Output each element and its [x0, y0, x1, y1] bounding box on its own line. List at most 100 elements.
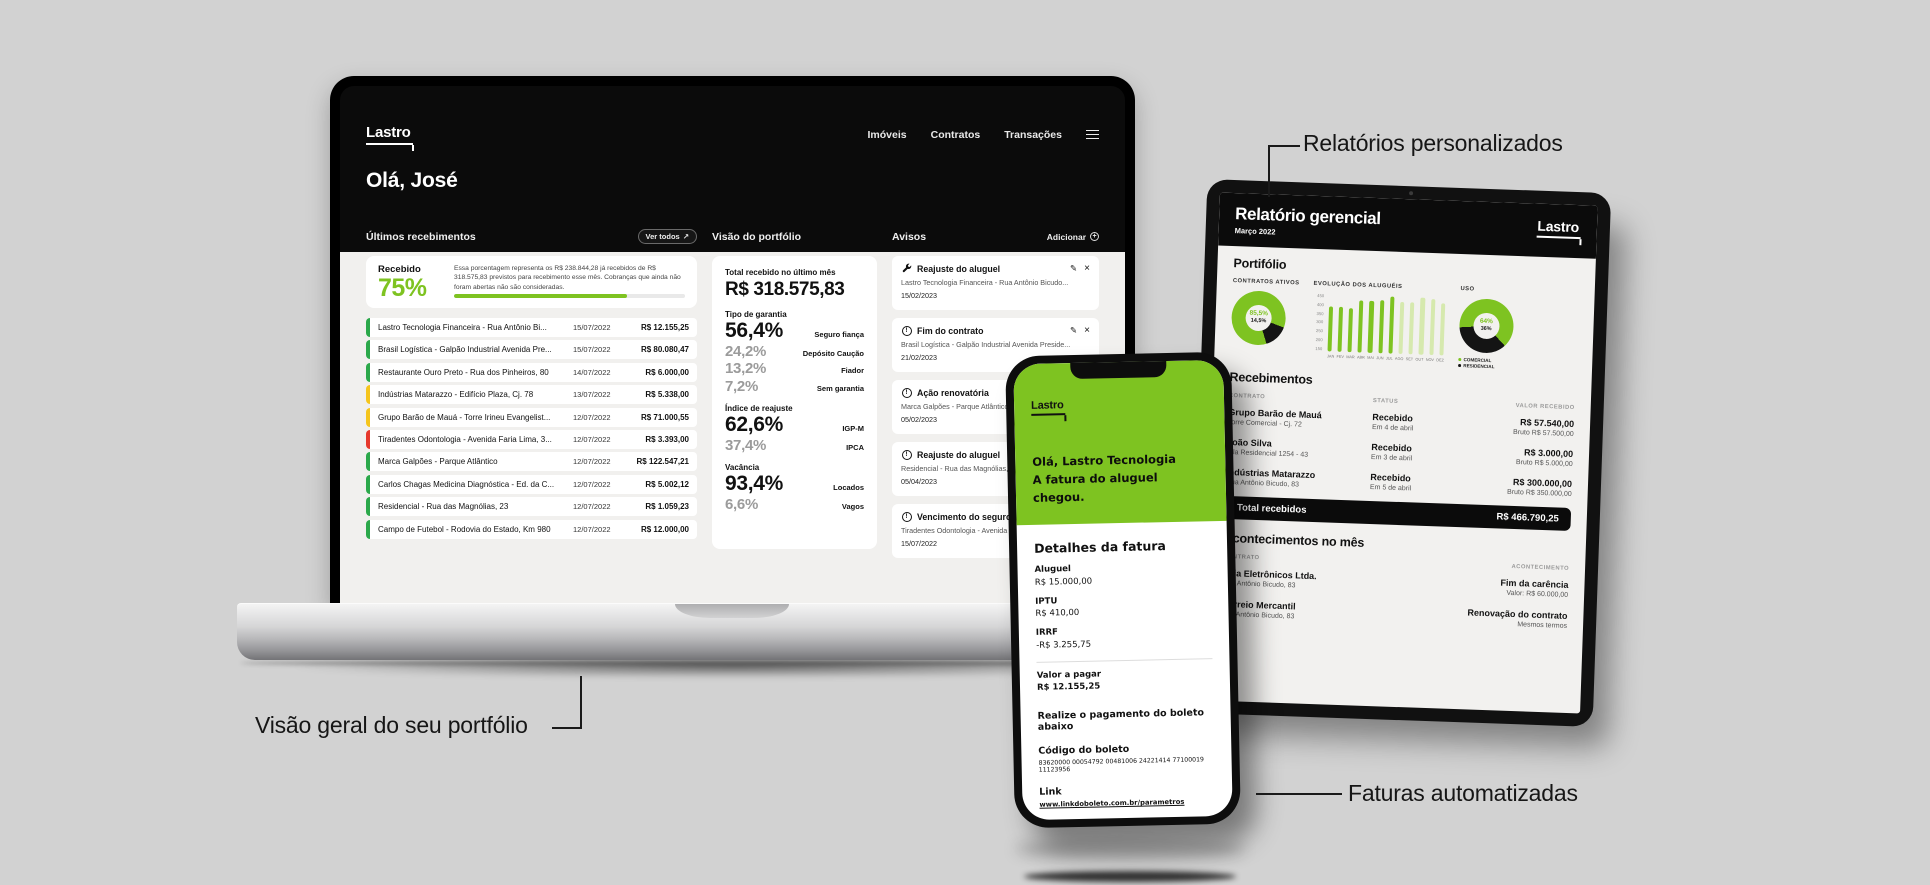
callout-portfolio: Visão geral do seu portfólio: [255, 712, 528, 738]
alert-icon: [901, 387, 912, 398]
event-name: Fim da carência: [1500, 577, 1569, 591]
receipt-row[interactable]: Indústrias Matarazzo - Edifício Plaza, C…: [366, 385, 697, 405]
alert-title: Reajuste do aluguel: [917, 263, 1001, 274]
portfolio-metric: 24,2% Depósito Caução: [725, 343, 864, 360]
total-received-label: Total recebido no último mês: [725, 268, 836, 277]
invoice-items: Aluguel R$ 15.000,00 IPTU R$ 410,00 IRRF -R$ …: [1034, 562, 1214, 694]
cell-status: Recebido Em 3 de abril: [1371, 442, 1463, 464]
status-bar: [366, 452, 370, 472]
edit-icon[interactable]: [1070, 263, 1077, 274]
x-tick-label: DEZ: [1436, 358, 1444, 363]
receipt-row[interactable]: Tiradentes Odontologia - Avenida Faria L…: [366, 429, 697, 449]
alert-subtitle: Marca Galpões - Parque Atlântico: [901, 401, 1009, 411]
alert-subtitle: Residencial - Rua das Magnólias, 23: [901, 463, 1019, 473]
alert-icon: [901, 449, 912, 460]
callout-line: [1268, 145, 1300, 147]
active-contracts-panel: CONTRATOS ATIVOS 85,5% 14,5%: [1230, 278, 1300, 346]
x-tick-label: OUT: [1415, 357, 1424, 362]
portfolio-section: Tipo de garantia 56,4% Seguro fiança 24,2% D…: [725, 310, 864, 395]
alerts-title: Avisos: [892, 230, 927, 243]
bar: [1337, 306, 1344, 352]
x-tick-label: SET: [1405, 356, 1414, 362]
close-icon[interactable]: [1084, 263, 1090, 274]
received-label: Recebido: [378, 264, 421, 275]
x-tick-label: JAN: [1326, 354, 1335, 359]
status-value: Recebido: [1370, 471, 1411, 484]
total-label: Total recebidos: [1236, 502, 1307, 517]
edit-icon[interactable]: [1070, 325, 1077, 336]
portfolio-metric: 7,2% Sem garantia: [725, 378, 864, 395]
receipt-row[interactable]: Marca Galpões - Parque Atlântico 12/07/20…: [366, 452, 697, 472]
greeting: Olá, José: [366, 169, 458, 192]
laptop-shadow-line: [240, 660, 1255, 666]
alert-subtitle: Lastro Tecnologia Financeira - Rua Antôn…: [901, 277, 1069, 287]
status-value: Recebido: [1372, 411, 1414, 424]
view-all-button[interactable]: Ver todos ↗: [637, 229, 697, 244]
receipt-row[interactable]: Residencial - Rua das Magnólias, 23 12/07…: [366, 497, 697, 517]
phone-shadow: [1015, 838, 1245, 860]
callout-reports: Relatórios personalizados: [1303, 130, 1563, 156]
alert-title: Fim do contrato: [917, 325, 984, 336]
report-subtitle: Março 2022: [1234, 225, 1276, 237]
lastro-logo: Lastro: [1537, 217, 1582, 240]
alert-icon: [901, 325, 912, 336]
receipt-value: R$ 6.000,00: [645, 367, 689, 377]
portfolio-title: Visão do portfólio: [712, 230, 802, 243]
receipt-row[interactable]: Brasil Logística - Galpão Industrial Ave…: [366, 340, 697, 360]
metric-label: IGP-M: [842, 423, 864, 433]
y-tick-label: 450: [1317, 292, 1325, 299]
status-value: Recebido: [1371, 441, 1413, 454]
portfolio-section-label: Tipo de garantia: [725, 310, 787, 319]
nav-item[interactable]: Transações: [1004, 128, 1062, 141]
metric-label: Fiador: [841, 366, 864, 376]
receipt-row[interactable]: Restaurante Ouro Preto - Rua dos Pinheir…: [366, 362, 697, 382]
menu-icon[interactable]: [1086, 129, 1099, 140]
receipt-value: R$ 71.000,55: [640, 412, 689, 422]
receipt-date: 15/07/2022: [573, 323, 611, 332]
alert-date: 21/02/2023: [901, 353, 937, 362]
receipt-date: 14/07/2022: [573, 367, 611, 377]
invoice-item-label: IRRF: [1035, 627, 1059, 639]
receipt-value: R$ 5.002,12: [645, 479, 689, 489]
portfolio-section-label: Vacância: [725, 463, 760, 473]
receipt-name: Residencial - Rua das Magnólias, 23: [378, 502, 509, 512]
alert-card[interactable]: Reajuste do aluguel Lastro Tecnologia Fin…: [892, 256, 1099, 310]
callout-line: [580, 676, 582, 729]
metric-value: 24,2%: [725, 343, 767, 361]
receipt-value: R$ 80.080,47: [640, 345, 689, 355]
cell-contract: João Silva Vila Residencial 1254 - 43: [1227, 437, 1372, 461]
nav-item[interactable]: Imóveis: [867, 128, 907, 141]
contract-address: Rua Antônio Bicudo, 83: [1222, 580, 1296, 590]
received-percentage: 75%: [378, 274, 427, 302]
cell-contract: Indústrias Matarazzo Rua Antônio Bicudo, …: [1226, 467, 1371, 491]
cell-event: Fim da carência Valor: R$ 60.000,00: [1500, 577, 1569, 599]
nav-item[interactable]: Contratos: [930, 128, 981, 141]
close-icon[interactable]: [1084, 325, 1090, 336]
bar: [1347, 307, 1354, 353]
receipt-row[interactable]: Lastro Tecnologia Financeira - Rua Antôn…: [366, 318, 697, 337]
boleto-link[interactable]: www.linkdoboleto.com.br/parametros: [1039, 798, 1185, 810]
receipt-value: R$ 12.155,25: [640, 323, 689, 332]
total-value: R$ 466.790,25: [1496, 511, 1559, 525]
receipt-row[interactable]: Carlos Chagas Medicina Diagnóstica - Ed.…: [366, 474, 697, 494]
alerts-column: Reajuste do aluguel Lastro Tecnologia Fin…: [892, 256, 1099, 566]
lastro-logo: Lastro: [1030, 399, 1066, 416]
alert-title: Ação renovatória: [917, 387, 989, 398]
metric-value: 13,2%: [725, 360, 767, 378]
receipt-row[interactable]: Campo de Futebol - Rodovia do Estado, Km…: [366, 519, 697, 539]
x-tick-label: JUN: [1376, 355, 1384, 361]
add-alert-button[interactable]: Adicionar: [1047, 232, 1099, 242]
portfolio-metric: 13,2% Fiador: [725, 360, 864, 377]
active-contracts-donut-chart: 85,5% 14,5%: [1230, 289, 1287, 346]
y-tick-label: 150: [1315, 345, 1323, 352]
y-tick-label: 350: [1316, 310, 1324, 316]
event-detail: Mesmos termos: [1517, 621, 1568, 631]
status-bar: [366, 362, 370, 382]
bar-chart-x-axis: JAN FEV MAR ABR MAI JUN JUL AGO SET OUT NOV DEZ: [1327, 354, 1444, 362]
portfolio-metric: 6,6% Vagos: [725, 496, 864, 513]
receipt-date: 12/07/2022: [573, 524, 611, 534]
rent-evolution-panel: EVOLUÇÃO DOS ALUGUÉIS 450 400 350 300 250 200…: [1311, 281, 1447, 363]
tablet-report: Relatório gerencial Março 2022 Lastro Po…: [1202, 192, 1598, 714]
receipt-row[interactable]: Grupo Barão de Mauá - Torre Irineu Evang…: [366, 407, 697, 427]
